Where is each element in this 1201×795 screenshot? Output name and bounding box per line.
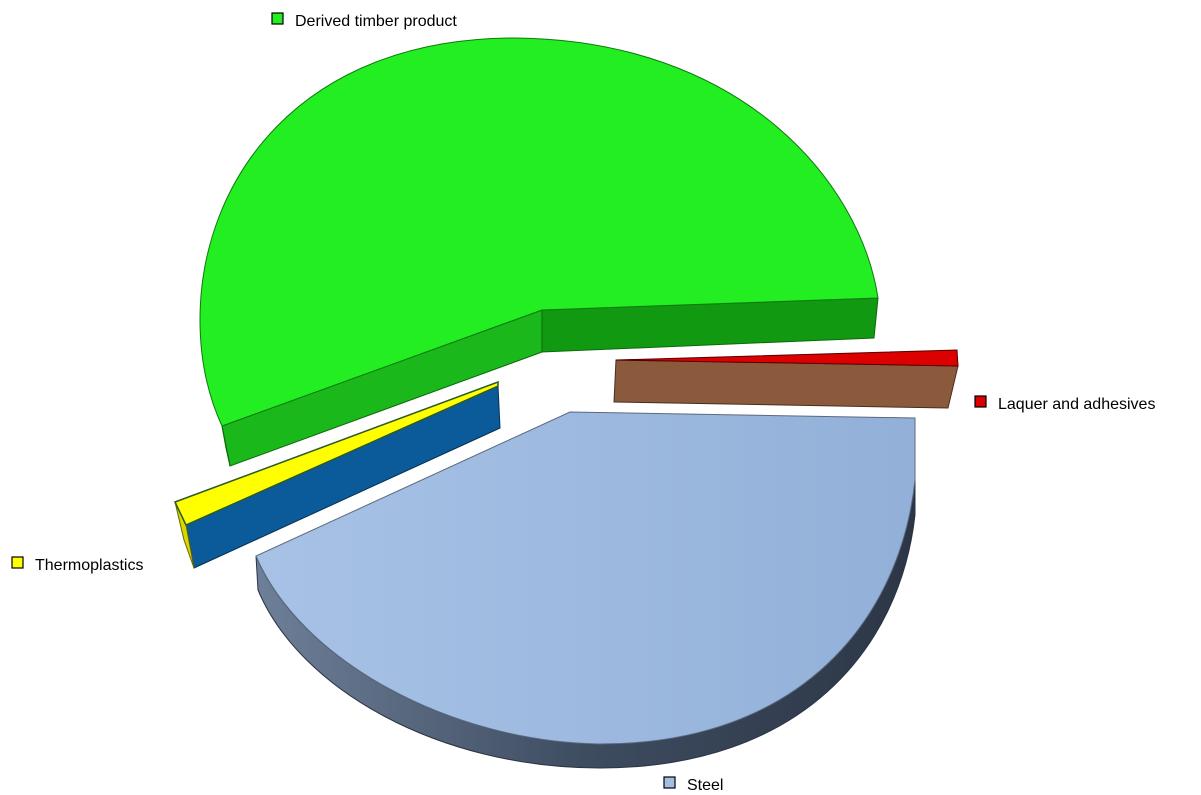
legend-label: Derived timber product [295, 13, 457, 30]
legend-swatch [663, 776, 676, 789]
legend-label: Thermoplastics [35, 557, 143, 574]
legend-item: Thermoplastics [11, 556, 143, 574]
slice-top [199, 37, 879, 427]
legend-item: Laquer and adhesives [974, 395, 1155, 413]
legend-item: Steel [663, 776, 723, 794]
slice-side [221, 425, 231, 467]
slice-thermoplastics[interactable] [173, 380, 501, 569]
slice-top [615, 349, 959, 367]
slice-derived-timber-product[interactable] [199, 37, 879, 467]
slice-laquer-and-adhesives[interactable] [613, 349, 959, 409]
slice-top [173, 380, 499, 526]
legend: Derived timber product Laquer and adhesiv… [11, 12, 1155, 794]
legend-label: Steel [687, 777, 723, 794]
slice-top [255, 411, 916, 745]
legend-swatch [974, 395, 987, 408]
slice-side [613, 359, 959, 409]
legend-item: Derived timber product [271, 12, 457, 30]
slice-steel[interactable] [255, 411, 916, 769]
legend-swatch [11, 556, 24, 569]
legend-label: Laquer and adhesives [998, 396, 1155, 413]
legend-swatch [271, 12, 284, 25]
